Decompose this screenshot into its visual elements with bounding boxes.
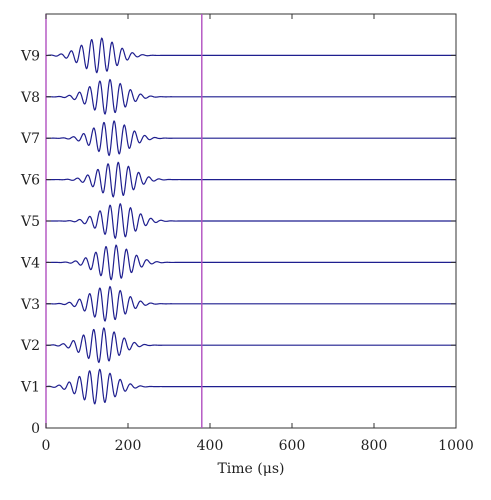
y-tick-label: V1 — [20, 380, 40, 396]
x-tick-label: 400 — [197, 438, 224, 454]
y-tick-label: V2 — [20, 338, 40, 354]
series-line-v3 — [45, 285, 456, 322]
y-tick-label: V8 — [20, 90, 40, 106]
x-axis: 0 200 400 600 800 1000 — [42, 14, 474, 454]
series-line-v7 — [46, 120, 456, 157]
series-line-v9 — [45, 37, 456, 74]
x-tick-label: 200 — [115, 438, 142, 454]
series-line-v8 — [45, 78, 456, 115]
series-line-v1 — [45, 368, 456, 405]
series-line-v4 — [46, 244, 456, 281]
x-tick-label: 600 — [279, 438, 306, 454]
x-tick-label: 0 — [42, 438, 51, 454]
y-tick-label: V6 — [20, 173, 40, 189]
series-line-v5 — [46, 202, 456, 240]
y-axis: 0 V1 V2 V3 V4 V5 V6 V7 V8 V9 — [20, 48, 456, 437]
series-line-v6 — [45, 161, 456, 198]
y-tick-label: 0 — [31, 421, 40, 437]
x-tick-label: 1000 — [438, 438, 474, 454]
series-line-v2 — [45, 327, 456, 364]
x-axis-label: Time (μs) — [217, 461, 284, 477]
y-tick-label: V5 — [20, 214, 40, 230]
series-group — [45, 37, 456, 405]
y-tick-label: V7 — [20, 131, 40, 147]
y-tick-label: V4 — [20, 255, 40, 271]
x-tick-label: 800 — [361, 438, 388, 454]
y-tick-label: V3 — [20, 297, 40, 313]
y-tick-label: V9 — [20, 48, 40, 64]
